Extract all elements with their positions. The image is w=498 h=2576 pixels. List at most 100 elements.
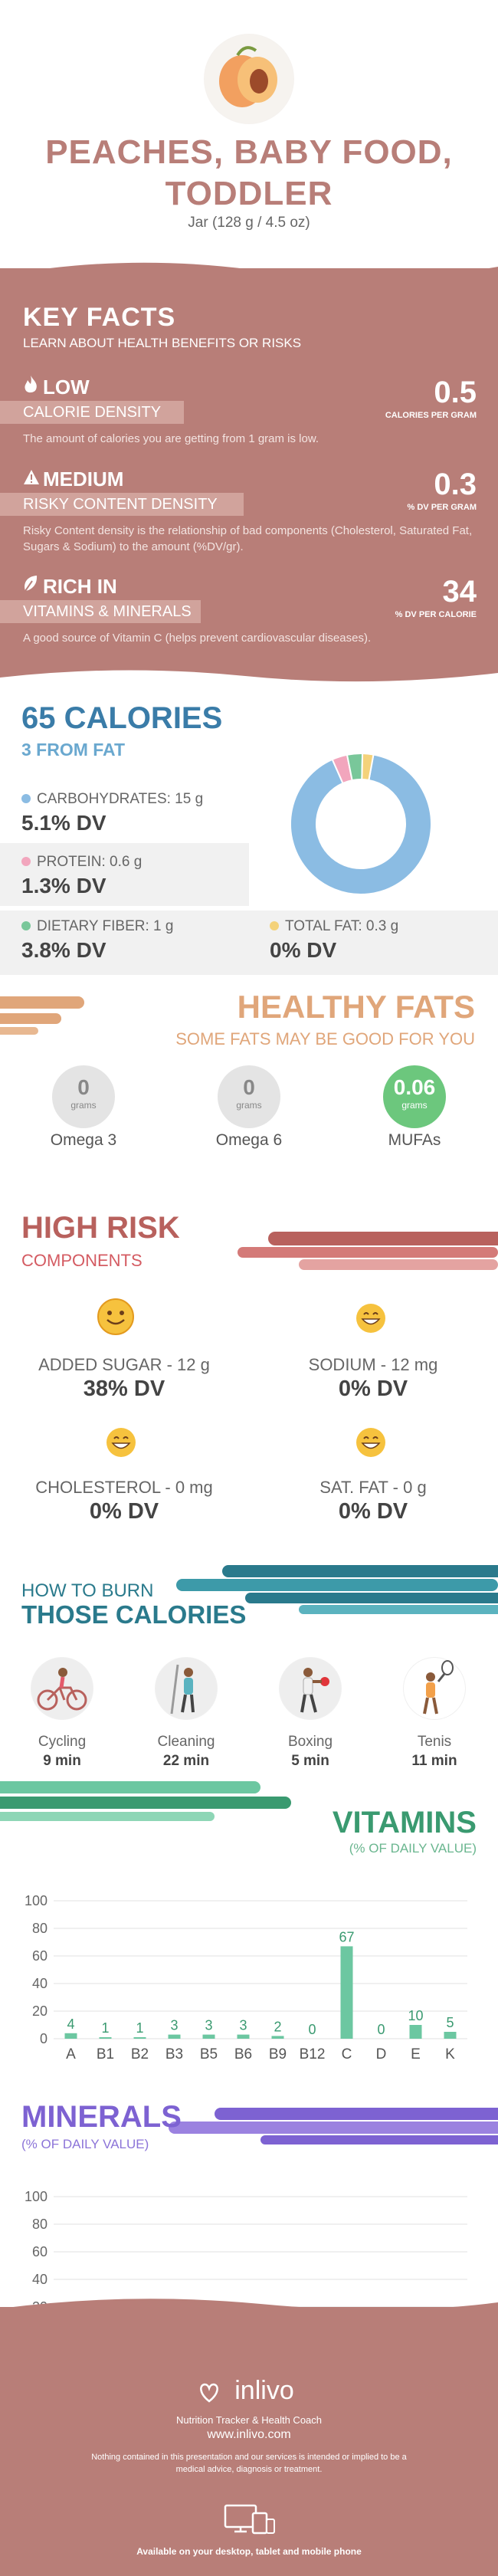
cleaning-time: 22 min: [162, 1753, 210, 1769]
x-tick-label: A: [66, 2046, 76, 2062]
dot-icon: [21, 921, 31, 930]
minerals-title: MINERALS: [21, 2100, 182, 2134]
kf-label: VITAMINS & MINERALS: [0, 600, 201, 623]
cycling-icon: [31, 1657, 93, 1720]
healthy-fats-subtitle: SOME FATS MAY BE GOOD FOR YOU: [175, 1029, 475, 1048]
kf-label: CALORIE DENSITY: [0, 401, 184, 424]
tennis-icon: [403, 1657, 466, 1720]
donut-slice: [290, 753, 432, 895]
bar: [409, 2025, 422, 2039]
grin-face-icon: [106, 1427, 136, 1458]
high-risk-title: HIGH RISK: [21, 1211, 180, 1245]
header: PEACHES, BABY FOOD, TODDLER Jar (128 g /…: [0, 0, 498, 261]
footer-disclaimer: Nothing contained in this presentation a…: [91, 2453, 407, 2474]
bar-value-label: 3: [239, 2018, 247, 2033]
sat-fat-dv: 0% DV: [338, 1499, 408, 1524]
kf-label: RISKY CONTENT DENSITY: [0, 493, 244, 516]
kf-unit: CALORIES PER GRAM: [385, 411, 477, 420]
omega3-label: Omega 3: [50, 1131, 117, 1149]
smile-face-icon: [97, 1298, 134, 1335]
bar-value-label: 1: [136, 2020, 143, 2036]
x-tick-label: E: [411, 2046, 421, 2062]
x-tick-label: D: [376, 2046, 387, 2062]
bar-value-label: 3: [205, 2018, 212, 2033]
sat-fat-label: SAT. FAT - 0 g: [319, 1478, 427, 1497]
kf-level: RICH IN: [43, 575, 117, 598]
dot-icon: [21, 857, 31, 866]
bar: [340, 1946, 353, 2039]
bar-value-label: 67: [339, 1929, 354, 1944]
bar-value-label: 5: [446, 2015, 454, 2030]
x-tick-label: B1: [97, 2046, 114, 2062]
nutrient-band: [0, 843, 249, 906]
kf-value: 0.5: [434, 376, 477, 409]
nutrient-protein: PROTEIN: 0.6 g 1.3% DV: [21, 854, 143, 897]
vitamins-bar-chart: 0 20 40 60 80 100 4 A 1 B1 1 B2 3 B3 3 B5 3 B6 2 B9 0 B12 67 C 0…: [25, 1893, 467, 2062]
key-facts-subtitle: LEARN ABOUT HEALTH BENEFITS OR RISKS: [23, 336, 302, 350]
omega3-value: 0 grams: [52, 1065, 115, 1128]
kf-level: LOW: [43, 376, 90, 399]
y-tick-label: 60: [32, 2244, 48, 2259]
vitamins-title: VITAMINS: [332, 1806, 477, 1839]
stripes-decoration: [169, 2108, 498, 2144]
burn-title-line1: HOW TO BURN: [21, 1580, 154, 1601]
bar: [237, 2034, 250, 2039]
y-tick-label: 80: [32, 1921, 48, 1936]
leaf-icon: [23, 575, 40, 599]
footer-available: Available on your desktop, tablet and mo…: [136, 2546, 362, 2557]
burn-title-line2: THOSE CALORIES: [21, 1600, 247, 1629]
cleaning-icon: [155, 1657, 218, 1720]
kf-value: 34: [442, 575, 477, 609]
boxing-time: 5 min: [291, 1753, 329, 1769]
y-tick-label: 20: [32, 2003, 48, 2019]
bar: [133, 2037, 146, 2039]
bar-value-label: 10: [408, 2008, 423, 2023]
donut-slice: [361, 753, 375, 782]
bar: [99, 2037, 112, 2039]
minerals-subtitle: (% OF DAILY VALUE): [21, 2137, 149, 2151]
x-tick-label: B9: [269, 2046, 287, 2062]
calories-from-fat: 3 FROM FAT: [21, 740, 126, 760]
tennis-label: Tenis: [417, 1734, 452, 1750]
mufas-label: MUFAs: [388, 1131, 441, 1149]
sodium-label: SODIUM - 12 mg: [308, 1355, 438, 1374]
bar: [202, 2034, 215, 2039]
y-tick-label: 100: [25, 2189, 48, 2204]
y-tick-label: 60: [32, 1948, 48, 1964]
stripes-decoration: [0, 996, 84, 1035]
bar-value-label: 4: [67, 2016, 74, 2032]
boxing-label: Boxing: [287, 1734, 333, 1750]
warning-icon: [23, 468, 40, 491]
stripes-decoration: [176, 1565, 498, 1614]
y-tick-label: 40: [32, 1976, 48, 1991]
x-tick-label: C: [342, 2046, 352, 2062]
serving-size: Jar (128 g / 4.5 oz): [188, 215, 310, 231]
omega6-label: Omega 6: [215, 1131, 283, 1149]
nutrient-total-fat: TOTAL FAT: 0.3 g 0% DV: [270, 918, 399, 962]
devices-icon: [224, 2504, 275, 2535]
kf-unit: % DV PER GRAM: [407, 503, 477, 512]
bar: [64, 2033, 77, 2039]
bar-value-label: 0: [377, 2022, 385, 2037]
y-tick-label: 80: [32, 2217, 48, 2232]
kf-unit: % DV PER CALORIE: [395, 610, 477, 619]
footer-tagline: Nutrition Tracker & Health Coach: [175, 2414, 323, 2426]
kf-description: A good source of Vitamin C (helps preven…: [23, 632, 372, 645]
grin-face-icon: [355, 1427, 386, 1458]
heart-logo-icon: [200, 2383, 218, 2403]
nutrient-band: [0, 911, 498, 975]
y-tick-label: 40: [32, 2272, 48, 2287]
cholesterol-label: CHOLESTEROL - 0 mg: [35, 1478, 213, 1497]
stripes-decoration: [238, 1232, 498, 1270]
footer-url[interactable]: www.inlivo.com: [207, 2428, 291, 2441]
nutrient-fiber: DIETARY FIBER: 1 g 3.8% DV: [21, 918, 174, 962]
kf-description: Risky Content density is the relationshi…: [23, 524, 473, 553]
y-tick-label: 100: [25, 1893, 48, 1908]
added-sugar-label: ADDED SUGAR - 12 g: [38, 1355, 210, 1374]
footer: inlivo Nutrition Tracker & Health Coach …: [0, 2307, 498, 2576]
vitamins-subtitle: (% OF DAILY VALUE): [349, 1841, 477, 1856]
x-tick-label: B2: [131, 2046, 149, 2062]
sodium-dv: 0% DV: [338, 1377, 408, 1401]
dot-icon: [21, 794, 31, 803]
